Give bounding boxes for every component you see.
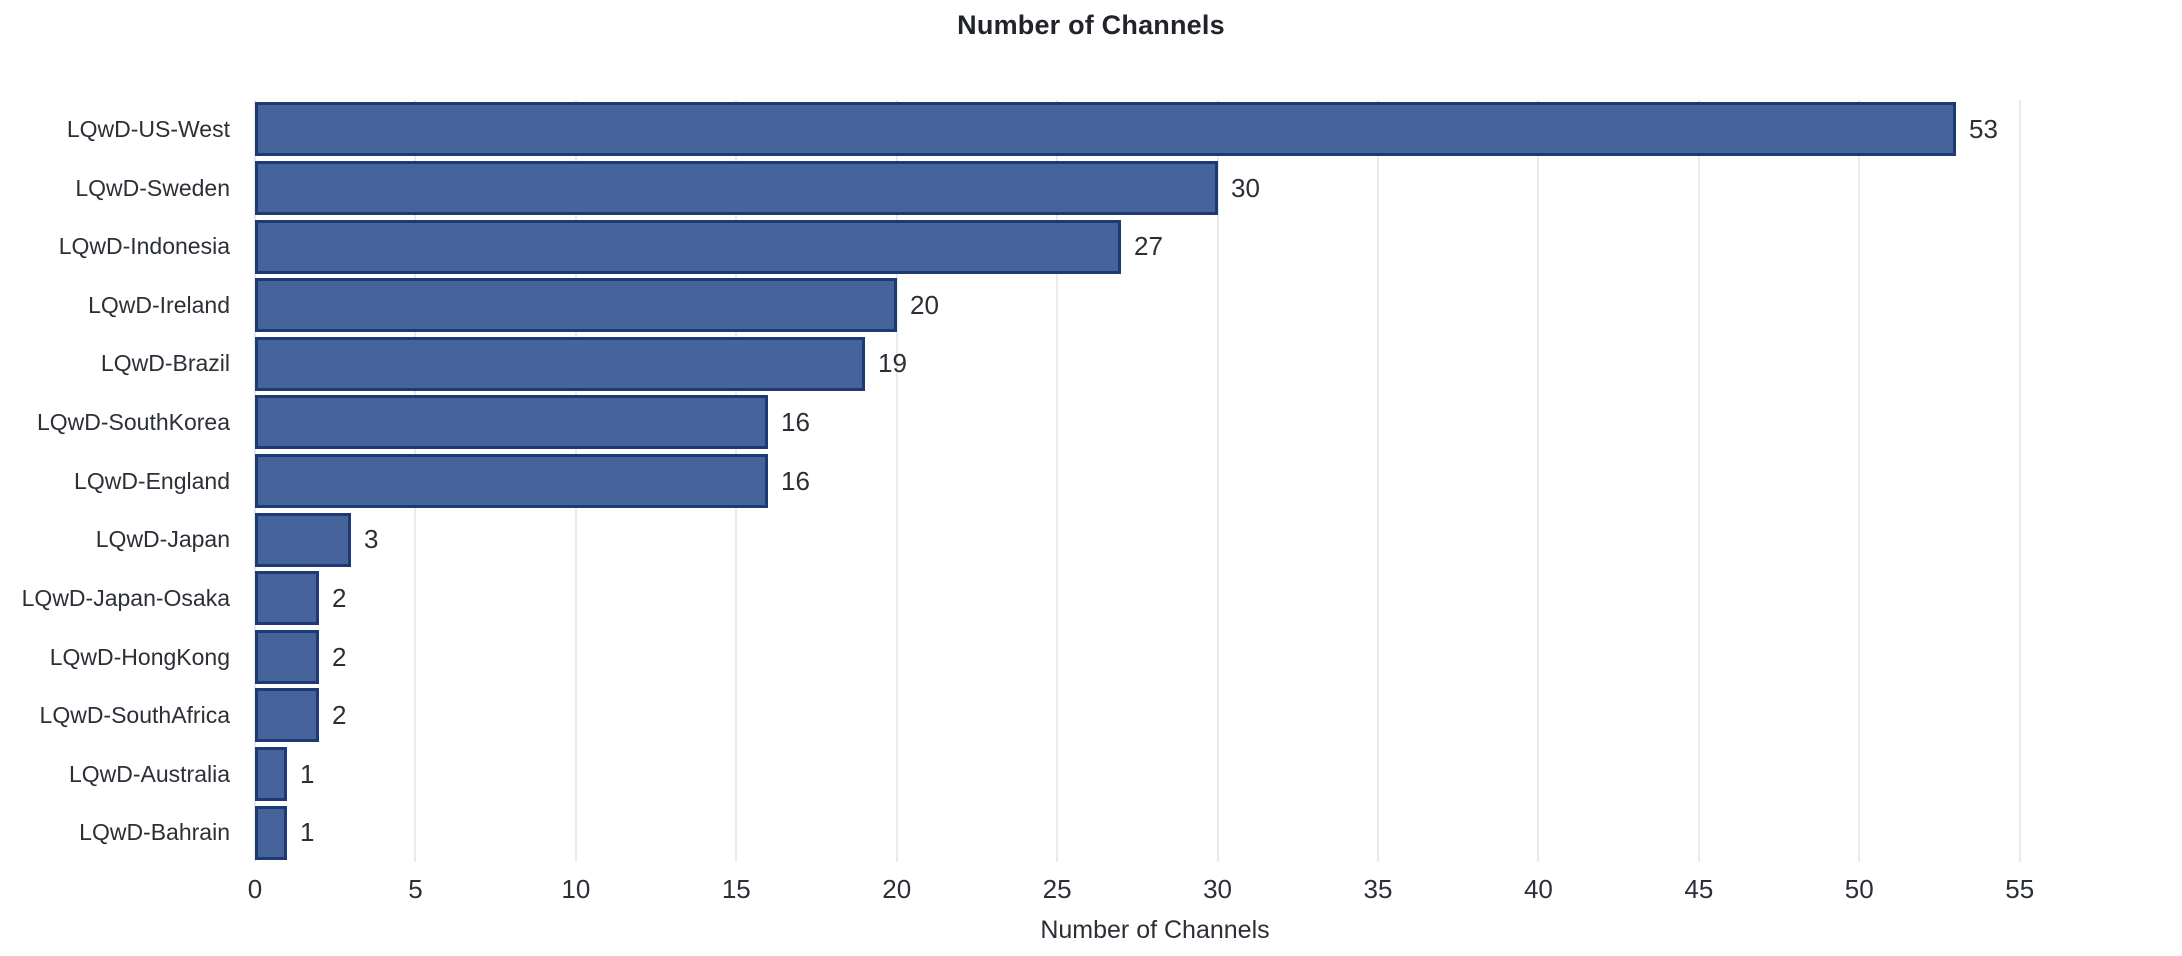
x-tick-label: 40 xyxy=(1523,874,1553,904)
bar-value-label: 2 xyxy=(332,641,347,672)
bar-lqwd-ireland[interactable] xyxy=(255,278,897,333)
y-axis-label: LQwD-SouthAfrica xyxy=(39,702,230,729)
bar-value-label: 2 xyxy=(332,700,347,731)
bar-value-label: 1 xyxy=(300,758,315,789)
chart-title: Number of Channels xyxy=(957,10,1225,40)
x-tick-label: 5 xyxy=(408,874,423,904)
gridline xyxy=(1376,100,1379,862)
y-axis-label: LQwD-SouthKorea xyxy=(36,409,230,436)
y-axis-label: LQwD-Ireland xyxy=(88,291,230,318)
bar-value-label: 30 xyxy=(1231,172,1260,203)
bar-value-label: 2 xyxy=(332,582,347,613)
gridline xyxy=(1056,100,1059,862)
bar-value-label: 16 xyxy=(781,407,810,438)
x-tick-label: 45 xyxy=(1684,874,1714,904)
x-tick-label: 50 xyxy=(1844,874,1874,904)
x-tick-label: 35 xyxy=(1363,874,1393,904)
bar-lqwd-japan-osaka[interactable] xyxy=(255,571,319,626)
bar-lqwd-england[interactable] xyxy=(255,454,768,508)
y-axis-label: LQwD-Sweden xyxy=(75,174,230,201)
x-axis-ticks: 0 5 10 15 20 25 30 35 40 45 50 55 xyxy=(248,874,2055,908)
gridline xyxy=(1537,100,1540,862)
bar-value-label: 19 xyxy=(878,348,907,379)
bar-value-label: 1 xyxy=(300,817,315,848)
bar-value-label: 20 xyxy=(910,289,939,320)
y-axis-label: LQwD-Bahrain xyxy=(79,819,230,846)
x-tick-label: 55 xyxy=(2005,874,2035,904)
gridline xyxy=(1858,100,1861,862)
bar-value-label: 27 xyxy=(1134,231,1163,262)
y-axis-label: LQwD-Japan xyxy=(95,526,230,553)
x-tick-label: 15 xyxy=(721,874,751,904)
gridline xyxy=(2018,100,2021,862)
y-axis-label: LQwD-HongKong xyxy=(49,643,230,670)
y-axis-labels: LQwD-US-West LQwD-Sweden LQwD-Indonesia LQw… xyxy=(0,100,230,862)
bar-lqwd-australia[interactable] xyxy=(255,747,287,802)
plot-area[interactable]: 53 30 27 20 19 16 16 3 2 2 2 1 1 xyxy=(254,100,2055,862)
bar-value-label: 53 xyxy=(1969,114,1998,144)
bar-lqwd-hongkong[interactable] xyxy=(255,629,319,684)
x-tick-label: 30 xyxy=(1203,874,1233,904)
y-axis-label: LQwD-Australia xyxy=(68,760,230,787)
y-axis-label: LQwD-Japan-Osaka xyxy=(21,584,230,611)
gridline xyxy=(895,100,898,862)
bar-lqwd-bahrain[interactable] xyxy=(255,805,287,860)
bar-lqwd-brazil[interactable] xyxy=(255,336,865,391)
y-axis-label: LQwD-England xyxy=(74,467,230,494)
x-tick-label: 10 xyxy=(561,874,591,904)
x-tick-label: 0 xyxy=(247,874,263,904)
gridline xyxy=(1697,100,1700,862)
y-axis-label: LQwD-Brazil xyxy=(100,350,230,377)
y-axis-label: LQwD-US-West xyxy=(66,116,230,142)
y-axis-label: LQwD-Indonesia xyxy=(58,233,230,260)
gridline xyxy=(1216,100,1219,862)
bar-lqwd-japan[interactable] xyxy=(255,512,351,567)
bar-lqwd-us-west[interactable] xyxy=(255,102,1956,157)
bar-lqwd-indonesia[interactable] xyxy=(255,219,1121,274)
bar-lqwd-sweden[interactable] xyxy=(255,160,1218,215)
bar-lqwd-southkorea[interactable] xyxy=(255,395,768,450)
bar-lqwd-southafrica[interactable] xyxy=(255,688,319,743)
bar-value-label: 16 xyxy=(781,465,810,496)
x-tick-label: 20 xyxy=(882,874,912,904)
x-tick-label: 25 xyxy=(1042,874,1072,904)
x-axis-title: Number of Channels xyxy=(1040,916,1270,944)
bar-value-label: 3 xyxy=(364,524,379,555)
